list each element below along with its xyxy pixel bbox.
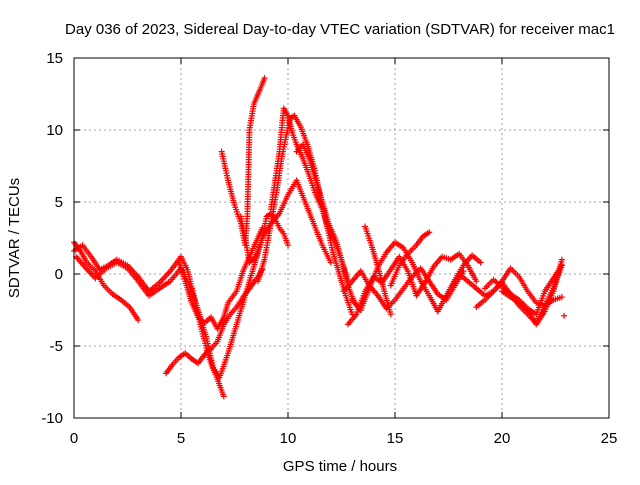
y-tick-label: 5 (55, 194, 63, 211)
x-tick-label: 20 (494, 430, 511, 447)
data-point (558, 256, 565, 263)
data-point (477, 259, 484, 266)
data-point (426, 229, 433, 236)
data-points (71, 75, 568, 400)
plot-frame (73, 57, 610, 419)
axis-ticks: 0 5 10 15 20 25 -10 -5 0 5 10 15 (41, 50, 617, 447)
y-tick-label: 10 (46, 122, 63, 139)
y-tick-label: 0 (55, 266, 63, 283)
y-tick-label: 15 (46, 50, 63, 67)
x-tick-label: 0 (70, 430, 78, 447)
x-tick-label: 10 (280, 430, 297, 447)
x-axis-label: GPS time / hours (283, 458, 397, 475)
data-point (561, 312, 568, 319)
data-point (473, 278, 480, 285)
grid-lines (74, 58, 609, 418)
data-point (135, 317, 142, 324)
x-tick-label: 25 (601, 430, 618, 447)
data-point (327, 259, 334, 266)
x-tick-label: 15 (387, 430, 404, 447)
y-axis-label: SDTVAR / TECUs (6, 178, 23, 298)
data-point (285, 242, 291, 249)
data-point (387, 311, 394, 318)
x-tick-label: 5 (177, 430, 185, 447)
chart-title: Day 036 of 2023, Sidereal Day-to-day VTE… (65, 21, 615, 38)
y-tick-label: -10 (41, 410, 63, 427)
data-point (558, 294, 565, 301)
data-point (261, 75, 268, 82)
data-point (220, 393, 227, 400)
y-tick-label: -5 (50, 338, 63, 355)
